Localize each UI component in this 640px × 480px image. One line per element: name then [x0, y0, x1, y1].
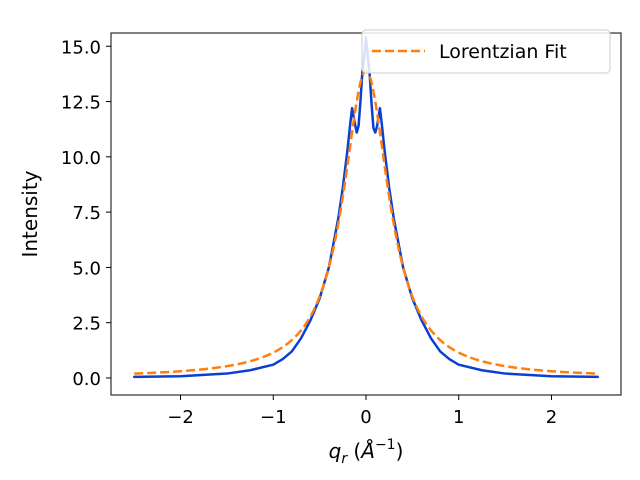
y-tick-label: 10.0	[61, 148, 101, 169]
x-tick-label: 0	[360, 407, 371, 428]
y-tick-label: 5.0	[72, 258, 101, 279]
plot-area-frame	[110, 32, 622, 396]
x-axis-ticks: −2 −1 0 1 2	[167, 395, 557, 428]
legend-label-lorentzian-fit: Lorentzian Fit	[439, 41, 567, 63]
x-tick-label: 2	[546, 407, 557, 428]
y-tick-label: 15.0	[61, 37, 101, 58]
y-tick-label: 12.5	[61, 93, 101, 114]
x-tick-label: −1	[260, 407, 287, 428]
series-line-data	[132, 36, 600, 379]
y-axis-ticks: 0.0 2.5 5.0 7.5 10.0 12.5 15.0	[61, 37, 111, 390]
y-tick-label: 7.5	[72, 203, 101, 224]
x-axis-label: qr (Å−1)	[329, 437, 404, 467]
y-tick-label: 0.0	[72, 369, 101, 390]
y-axis-label: Intensity	[18, 170, 42, 257]
plot-lines	[132, 36, 600, 379]
legend-box	[361, 29, 611, 74]
x-tick-label: −2	[167, 407, 194, 428]
series-line-lorentzian-fit	[134, 69, 598, 375]
x-tick-label: 1	[453, 407, 464, 428]
legend: Lorentzian Fit	[361, 29, 611, 74]
y-tick-label: 2.5	[72, 314, 101, 335]
